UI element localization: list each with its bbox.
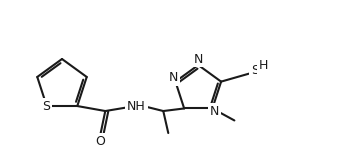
Text: N: N xyxy=(210,105,219,118)
Text: N: N xyxy=(169,71,178,84)
Text: S: S xyxy=(42,100,50,112)
Text: NH: NH xyxy=(127,100,146,112)
Text: O: O xyxy=(95,135,105,148)
Text: S: S xyxy=(251,64,259,77)
Text: N: N xyxy=(194,53,203,66)
Text: H: H xyxy=(258,59,268,72)
